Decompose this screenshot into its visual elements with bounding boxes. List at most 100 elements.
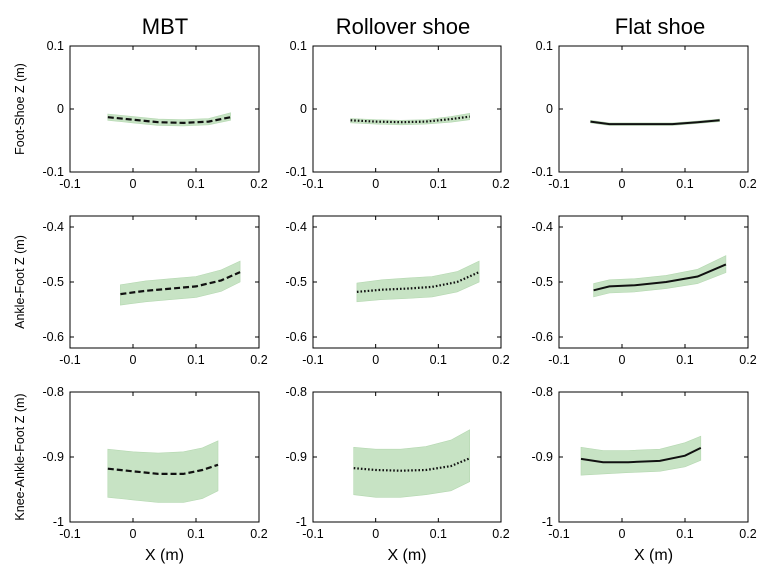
x-tick-label: 0.1 (187, 177, 204, 191)
y-tick-label: 0.1 (47, 39, 64, 53)
mean-line-dashed (107, 463, 219, 475)
x-tick-label: 0.1 (430, 353, 447, 367)
sd-band (353, 429, 470, 498)
x-tick-label: 0.2 (492, 177, 509, 191)
sd-band (107, 440, 219, 503)
column-title-flat-shoe: Flat shoe (615, 14, 706, 39)
mean-line-solid (580, 447, 702, 464)
x-tick-label: -0.1 (302, 527, 324, 541)
x-tick-label: -0.1 (302, 353, 324, 367)
panel-r2-flat-shoe: -0.1 0 0.1 0.2 -1 -0.9 -0.8 X (m) (531, 385, 756, 564)
panel-r0-flat-shoe: -0.1 0 0.1 0.2 -0.1 0 0.1 (531, 39, 756, 191)
x-tick-label: 0.1 (676, 177, 693, 191)
y-tick-label: -1 (53, 515, 64, 529)
column-title-mbt: MBT (142, 14, 188, 39)
y-tick-label: -0.6 (531, 330, 553, 344)
y-tick-label: -0.6 (42, 330, 64, 344)
panel-r0-mbt: -0.1 0 0.1 0.2 -0.1 0 0.1 (42, 39, 267, 191)
x-tick-label: 0.2 (492, 527, 509, 541)
sd-band (356, 260, 480, 303)
x-tick-label: 0 (130, 527, 137, 541)
x-tick-label: 0 (619, 177, 626, 191)
y-tick-label: -0.8 (531, 385, 553, 399)
axes-box (312, 45, 502, 173)
x-axis-label: X (m) (145, 547, 184, 564)
mean-line-dotted (356, 271, 480, 293)
y-tick-label: -1 (542, 515, 553, 529)
y-tick-label: 0 (300, 102, 307, 116)
x-tick-label: -0.1 (548, 177, 570, 191)
y-tick-label: -0.8 (42, 385, 64, 399)
panel-r1-mbt: -0.1 0 0.1 0.2 -0.6 -0.5 -0.4 (42, 215, 268, 367)
x-tick-label: 0.2 (250, 527, 267, 541)
panel-r1-flat-shoe: -0.1 0 0.1 0.2 -0.6 -0.5 -0.4 (531, 215, 757, 367)
mean-line-dotted (350, 115, 470, 124)
x-tick-label: 0 (372, 177, 379, 191)
x-tick-label: -0.1 (59, 353, 81, 367)
x-tick-label: 0.1 (187, 353, 204, 367)
column-title-rollover-shoe: Rollover shoe (336, 14, 471, 39)
mean-line-solid (593, 263, 727, 292)
row-label-0: Foot-Shoe Z (m) (13, 63, 27, 155)
sd-band (580, 435, 702, 476)
y-tick-label: -0.6 (285, 330, 307, 344)
x-tick-label: 0 (130, 353, 137, 367)
row-label-1: Ankle-Foot Z (m) (13, 235, 27, 329)
panel-r0-rollover-shoe: -0.1 0 0.1 0.2 -0.1 0 0.1 (285, 39, 509, 191)
x-tick-label: 0.2 (739, 353, 756, 367)
x-tick-label: 0 (619, 353, 626, 367)
y-tick-label: -0.5 (531, 275, 553, 289)
x-tick-label: 0 (372, 527, 379, 541)
y-tick-label: -0.9 (531, 450, 553, 464)
panel-r1-rollover-shoe: -0.1 0 0.1 0.2 -0.6 -0.5 -0.4 (285, 215, 510, 367)
x-tick-label: -0.1 (548, 353, 570, 367)
axes-box (69, 45, 260, 173)
y-tick-label: 0.1 (290, 39, 307, 53)
sd-band (120, 260, 241, 306)
x-tick-label: 0.2 (739, 177, 756, 191)
row-label-2: Knee-Ankle-Foot Z (m) (13, 393, 27, 520)
y-tick-label: -0.1 (285, 165, 307, 179)
panel-r2-rollover-shoe: -0.1 0 0.1 0.2 -1 -0.9 -0.8 X (m) (285, 385, 509, 564)
x-tick-label: -0.1 (548, 527, 570, 541)
y-tick-label: 0.1 (536, 39, 553, 53)
x-tick-label: 0.1 (187, 527, 204, 541)
y-tick-label: -0.4 (42, 220, 64, 234)
x-axis-label: X (m) (634, 547, 673, 564)
y-tick-label: -1 (296, 515, 307, 529)
x-tick-label: 0.1 (430, 527, 447, 541)
x-tick-label: 0.1 (676, 353, 693, 367)
y-tick-label: -0.4 (531, 220, 553, 234)
y-tick-label: -0.1 (531, 165, 553, 179)
x-tick-label: 0.2 (250, 177, 267, 191)
x-tick-label: 0 (372, 353, 379, 367)
x-tick-label: 0.2 (739, 527, 756, 541)
panel-r2-mbt: -0.1 0 0.1 0.2 -1 -0.9 -0.8 X (m) (42, 385, 267, 564)
x-tick-label: 0.2 (492, 353, 509, 367)
y-tick-label: -0.5 (42, 275, 64, 289)
x-tick-label: 0 (130, 177, 137, 191)
mean-line-dotted (353, 457, 471, 472)
axes-box (558, 45, 749, 173)
y-tick-label: -0.4 (285, 220, 307, 234)
y-tick-label: -0.9 (42, 450, 64, 464)
x-tick-label: 0.1 (430, 177, 447, 191)
x-tick-label: 0.2 (250, 353, 267, 367)
y-tick-label: -0.1 (42, 165, 64, 179)
sd-band (593, 255, 727, 298)
y-tick-label: -0.5 (285, 275, 307, 289)
mean-line-dashed (107, 116, 231, 125)
y-tick-label: 0 (57, 102, 64, 116)
mean-line-dashed (120, 271, 241, 296)
x-tick-label: 0 (619, 527, 626, 541)
y-tick-label: 0 (546, 102, 553, 116)
mean-line-solid (590, 119, 720, 126)
x-tick-label: -0.1 (59, 177, 81, 191)
x-axis-label: X (m) (387, 547, 426, 564)
y-tick-label: -0.9 (285, 450, 307, 464)
x-tick-label: -0.1 (302, 177, 324, 191)
y-tick-label: -0.8 (285, 385, 307, 399)
x-tick-label: 0.1 (676, 527, 693, 541)
x-tick-label: -0.1 (59, 527, 81, 541)
